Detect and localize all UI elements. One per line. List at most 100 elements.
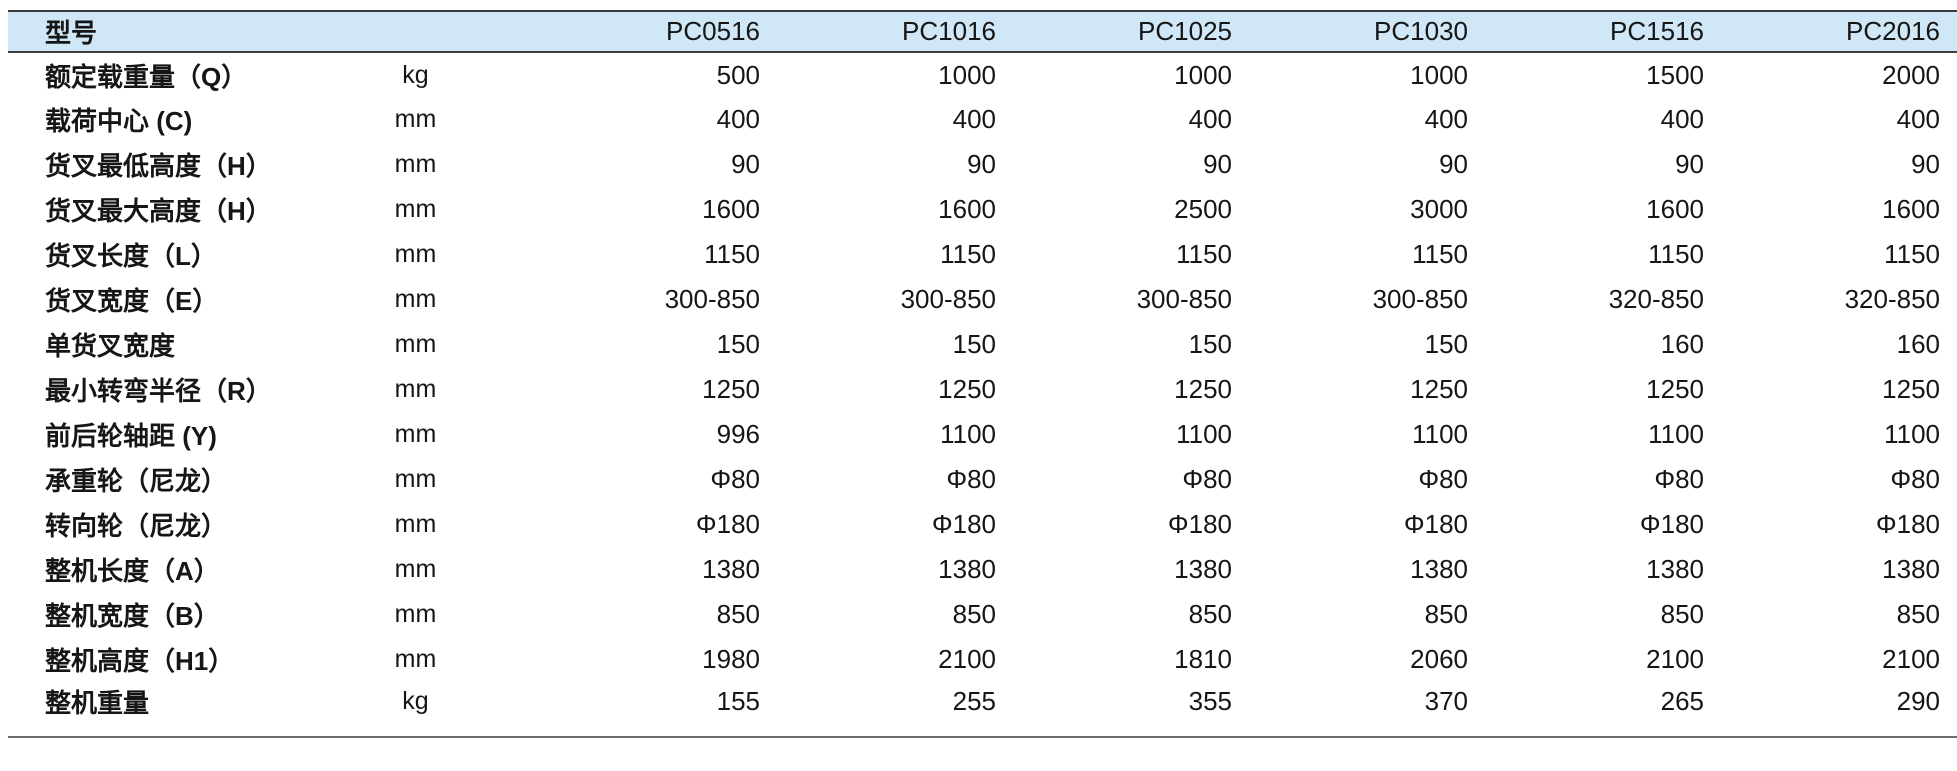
- spec-value: 1250: [1174, 374, 1232, 404]
- table-row: 单货叉宽度 mm 150 150 150 150 160 160: [8, 322, 1957, 367]
- header-model: PC1016: [902, 16, 996, 46]
- spec-value: 90: [1439, 149, 1468, 179]
- spec-value: 1250: [1646, 374, 1704, 404]
- header-model: PC2016: [1846, 16, 1940, 46]
- spec-label: 载荷中心 (C): [45, 106, 193, 136]
- spec-label: 单货叉宽度: [45, 331, 176, 361]
- spec-value: 1600: [1646, 194, 1704, 224]
- table-row: 整机长度（A） mm 1380 1380 1380 1380 1380 1380: [8, 547, 1957, 592]
- spec-value: 1810: [1174, 644, 1232, 674]
- table-row: 额定载重量（Q） kg 500 1000 1000 1000 1500 2000: [8, 52, 1957, 97]
- spec-value: 1150: [704, 239, 760, 269]
- spec-value: 1150: [1412, 239, 1468, 269]
- spec-value: 850: [716, 599, 760, 629]
- table-row: 最小转弯半径（R） mm 1250 1250 1250 1250 1250 1250: [8, 367, 1957, 412]
- table-row: 货叉最大高度（H） mm 1600 1600 2500 3000 1600 1600: [8, 187, 1957, 232]
- table-row: 货叉长度（L） mm 1150 1150 1150 1150 1150 1150: [8, 232, 1957, 277]
- spec-value: 255: [952, 686, 996, 716]
- spec-value: 1600: [702, 194, 760, 224]
- spec-value: 400: [716, 104, 760, 134]
- header-model-label: 型号: [45, 18, 98, 48]
- spec-unit: mm: [394, 375, 437, 403]
- spec-value: 3000: [1410, 194, 1468, 224]
- spec-value: 1000: [938, 59, 996, 90]
- spec-value: 150: [716, 329, 760, 359]
- spec-value: 2100: [1882, 644, 1940, 674]
- spec-value: 2100: [1646, 644, 1704, 674]
- spec-unit: kg: [402, 60, 429, 89]
- spec-value: 90: [1675, 149, 1704, 179]
- spec-value: 1600: [1882, 194, 1940, 224]
- spec-value: 1380: [1410, 554, 1468, 584]
- spec-value: Φ180: [695, 509, 760, 539]
- spec-value: 850: [1424, 599, 1468, 629]
- spec-value: 850: [1660, 599, 1704, 629]
- spec-value: 90: [967, 149, 996, 179]
- spec-value: 150: [952, 329, 996, 359]
- spec-value: 1380: [1646, 554, 1704, 584]
- spec-value: 370: [1424, 686, 1468, 716]
- spec-value: 150: [1424, 329, 1468, 359]
- spec-unit: mm: [394, 645, 437, 673]
- spec-label: 货叉最低高度（H）: [45, 151, 272, 181]
- table-row: 整机宽度（B） mm 850 850 850 850 850 850: [8, 592, 1957, 637]
- spec-value: Φ180: [1639, 509, 1704, 539]
- spec-unit: mm: [394, 330, 437, 358]
- spec-value: 500: [716, 59, 760, 90]
- spec-value: Φ180: [1167, 509, 1232, 539]
- table-row: 载荷中心 (C) mm 400 400 400 400 400 400: [8, 97, 1957, 142]
- header-model: PC1516: [1610, 16, 1704, 46]
- spec-unit: mm: [394, 285, 437, 313]
- spec-value: Φ80: [1654, 464, 1704, 494]
- spec-value: 90: [1203, 149, 1232, 179]
- spec-value: 1250: [938, 374, 996, 404]
- spec-unit: mm: [394, 105, 437, 133]
- spec-value: 1250: [702, 374, 760, 404]
- spec-unit: mm: [394, 465, 437, 493]
- table-row: 前后轮轴距 (Y) mm 996 1100 1100 1100 1100 1100: [8, 412, 1957, 457]
- spec-value: Φ180: [1403, 509, 1468, 539]
- table-row: 整机重量 kg 155 255 355 370 265 290: [8, 682, 1957, 737]
- table-row: 货叉宽度（E） mm 300-850 300-850 300-850 300-850 320…: [8, 277, 1957, 322]
- spec-value: Φ80: [1890, 464, 1940, 494]
- spec-value: 355: [1188, 686, 1232, 716]
- spec-value: 2000: [1882, 59, 1940, 90]
- spec-value: Φ80: [946, 464, 996, 494]
- spec-value: 1100: [1176, 419, 1232, 449]
- spec-value: 1100: [1884, 419, 1940, 449]
- spec-value: 1380: [1882, 554, 1940, 584]
- spec-table: 型号 PC0516 PC1016 PC1025 PC1030 PC1516 PC2016 …: [8, 10, 1957, 738]
- spec-value: 400: [952, 104, 996, 134]
- spec-label: 货叉长度（L）: [45, 241, 217, 271]
- spec-value: 1600: [938, 194, 996, 224]
- spec-label: 整机长度（A）: [45, 556, 220, 586]
- spec-value: 1250: [1410, 374, 1468, 404]
- spec-label: 整机宽度（B）: [45, 601, 220, 631]
- spec-label: 前后轮轴距 (Y): [45, 421, 217, 451]
- spec-value: 1150: [1648, 239, 1704, 269]
- spec-label: 承重轮（尼龙）: [45, 466, 228, 496]
- spec-value: 1150: [1176, 239, 1232, 269]
- spec-unit: mm: [394, 240, 437, 268]
- spec-value: 850: [1188, 599, 1232, 629]
- spec-unit: mm: [394, 600, 437, 628]
- spec-value: Φ80: [1418, 464, 1468, 494]
- spec-value: 2500: [1174, 194, 1232, 224]
- header-model: PC1030: [1374, 16, 1468, 46]
- spec-value: 2100: [938, 644, 996, 674]
- spec-value: 1380: [702, 554, 760, 584]
- spec-value: 400: [1188, 104, 1232, 134]
- header-model: PC1025: [1138, 16, 1232, 46]
- spec-value: Φ180: [1875, 509, 1940, 539]
- spec-value: 1100: [1412, 419, 1468, 449]
- spec-value: 1380: [1174, 554, 1232, 584]
- spec-label: 整机重量: [45, 688, 150, 718]
- spec-value: 300-850: [1136, 284, 1232, 314]
- spec-value: 850: [1896, 599, 1940, 629]
- spec-value: 160: [1660, 329, 1704, 359]
- spec-unit: mm: [394, 555, 437, 583]
- table-row: 货叉最低高度（H） mm 90 90 90 90 90 90: [8, 142, 1957, 187]
- spec-value: 1100: [1648, 419, 1704, 449]
- spec-value: 1250: [1882, 374, 1940, 404]
- spec-label: 货叉最大高度（H）: [45, 196, 272, 226]
